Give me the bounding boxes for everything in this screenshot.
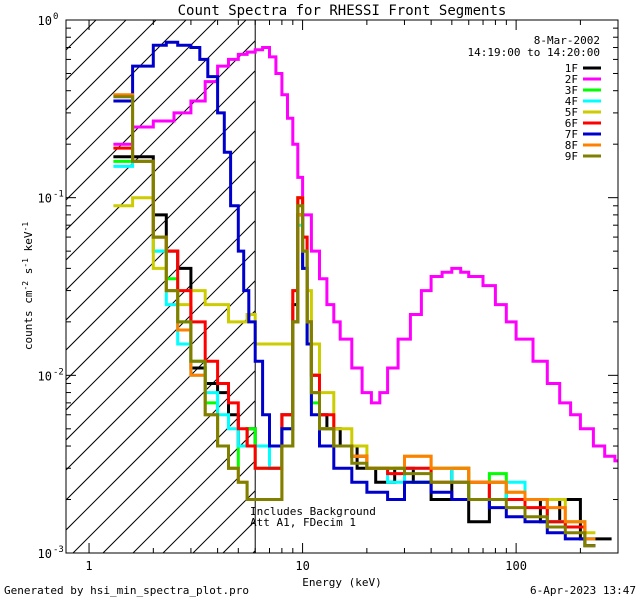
- footer-generated-by: Generated by hsi_min_spectra_plot.pro: [4, 584, 249, 597]
- x-tick-label: 1: [85, 559, 92, 573]
- y-tick-label: 10: [38, 192, 52, 206]
- hatch-line: [66, 20, 247, 201]
- y-tick-exponent: 0: [53, 12, 58, 22]
- hatch-line: [66, 160, 256, 351]
- annotation-background: Includes Background: [250, 505, 376, 518]
- series-3F-curve: [113, 159, 596, 548]
- y-tick-exponent: -3: [53, 545, 64, 555]
- hatch-line: [102, 400, 256, 553]
- footer-timestamp: 6-Apr-2023 13:47: [530, 584, 636, 597]
- series-2F-curve: [113, 46, 618, 463]
- background-hatched-region: [66, 20, 256, 553]
- annotation-attenuator: Att A1, FDecim 1: [250, 516, 356, 529]
- series-6F-curve: [113, 146, 596, 548]
- hatch-line: [162, 460, 256, 553]
- hatch-line: [66, 340, 256, 531]
- hatch-line: [66, 20, 217, 171]
- y-tick-exponent: -1: [53, 190, 64, 200]
- legend-label-2F: 2F: [565, 73, 578, 86]
- legend-label-5F: 5F: [565, 106, 578, 119]
- y-tick-label: 10: [38, 547, 52, 561]
- legend-label-1F: 1F: [565, 62, 578, 75]
- hatch-line: [66, 250, 256, 441]
- hatch-line: [66, 20, 157, 111]
- hatch-line: [66, 20, 127, 81]
- hatch-line: [252, 550, 256, 553]
- hatch-line: [66, 310, 256, 501]
- x-axis-ticks: 1 10 100: [85, 20, 619, 573]
- hatch-line: [66, 280, 256, 471]
- x-tick-label: 100: [505, 559, 527, 573]
- hatch-line: [72, 370, 256, 553]
- series-layer: [113, 40, 618, 548]
- hatch-line: [66, 130, 256, 321]
- y-axis-label: counts cm-2 s-1 keV-1: [21, 222, 35, 350]
- hatch-line: [66, 20, 67, 21]
- legend-label-7F: 7F: [565, 128, 578, 141]
- hatch-line: [66, 20, 97, 51]
- hatch-line: [66, 40, 256, 231]
- x-tick-label: 10: [295, 559, 309, 573]
- y-tick-label: 10: [38, 14, 52, 28]
- series-8F-curve: [113, 93, 596, 541]
- hatch-line: [66, 100, 256, 291]
- legend-label-8F: 8F: [565, 139, 578, 152]
- hatch-line: [66, 20, 187, 141]
- hatch-line: [132, 430, 256, 553]
- x-axis-label: Energy (keV): [302, 576, 381, 589]
- legend-label-4F: 4F: [565, 95, 578, 108]
- legend-label-9F: 9F: [565, 150, 578, 163]
- date-label: 8-Mar-2002: [534, 34, 600, 47]
- plot-frame: [65, 19, 619, 554]
- legend-label-3F: 3F: [565, 84, 578, 97]
- time-range-label: 14:19:00 to 14:20:00: [468, 46, 600, 59]
- y-tick-exponent: -2: [53, 367, 64, 377]
- series-9F-curve: [113, 95, 596, 548]
- hatch-line: [66, 190, 256, 381]
- chart-title: Count Spectra for RHESSI Front Segments: [178, 3, 507, 19]
- y-tick-label: 10: [38, 369, 52, 383]
- legend-label-6F: 6F: [565, 117, 578, 130]
